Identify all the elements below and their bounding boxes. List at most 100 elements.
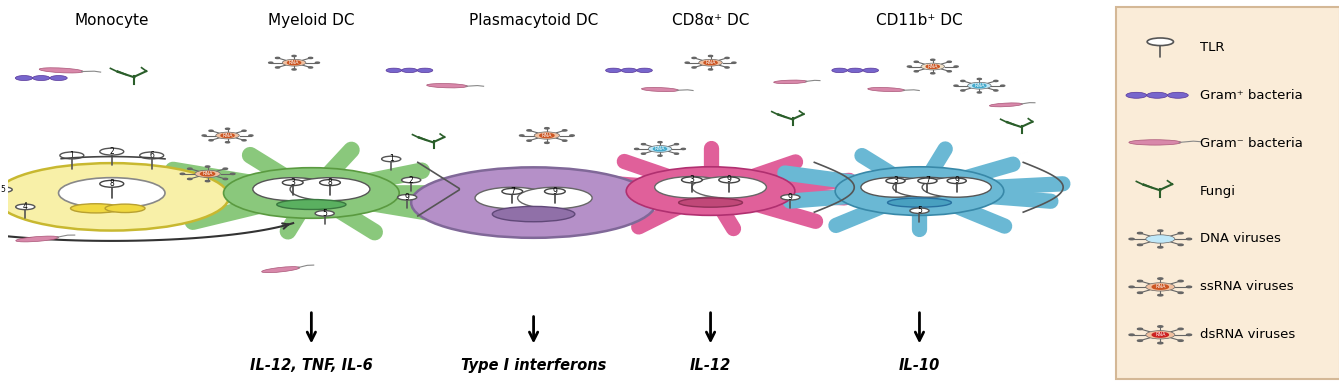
Circle shape	[563, 130, 567, 131]
Circle shape	[544, 142, 549, 144]
Circle shape	[224, 168, 228, 169]
Circle shape	[320, 179, 340, 186]
Circle shape	[977, 78, 981, 80]
Circle shape	[1178, 328, 1183, 330]
Circle shape	[16, 204, 35, 210]
Circle shape	[635, 148, 639, 149]
Circle shape	[1146, 235, 1175, 243]
Text: RNA: RNA	[1155, 332, 1166, 337]
Circle shape	[709, 55, 713, 57]
Text: ssRNA viruses: ssRNA viruses	[1201, 280, 1294, 293]
Circle shape	[1186, 238, 1191, 240]
Circle shape	[947, 61, 951, 63]
Circle shape	[636, 68, 653, 73]
Ellipse shape	[678, 198, 742, 207]
Circle shape	[99, 180, 123, 187]
Text: Gram⁻ bacteria: Gram⁻ bacteria	[1201, 137, 1302, 150]
Circle shape	[606, 68, 622, 73]
Circle shape	[781, 195, 800, 200]
Circle shape	[1147, 38, 1174, 46]
Circle shape	[308, 58, 312, 59]
Circle shape	[502, 188, 523, 195]
Circle shape	[832, 68, 847, 73]
Text: RNA: RNA	[1155, 284, 1166, 290]
Text: 8: 8	[327, 178, 332, 187]
Circle shape	[725, 67, 729, 68]
Circle shape	[1001, 85, 1005, 86]
Circle shape	[225, 128, 229, 129]
Circle shape	[544, 188, 565, 195]
Circle shape	[977, 92, 981, 93]
Circle shape	[655, 176, 729, 198]
Text: CD8α⁺ DC: CD8α⁺ DC	[671, 13, 749, 28]
Text: 7: 7	[925, 176, 930, 185]
Circle shape	[691, 58, 695, 59]
Circle shape	[15, 76, 32, 81]
Circle shape	[994, 90, 998, 91]
Circle shape	[0, 187, 12, 192]
Ellipse shape	[16, 236, 59, 242]
Ellipse shape	[642, 88, 678, 91]
Circle shape	[907, 66, 911, 67]
Circle shape	[691, 67, 695, 68]
Circle shape	[60, 152, 84, 159]
Circle shape	[268, 62, 273, 63]
Circle shape	[1126, 92, 1147, 98]
Circle shape	[622, 68, 636, 73]
Circle shape	[918, 178, 937, 184]
Circle shape	[967, 82, 992, 89]
Circle shape	[1138, 328, 1143, 330]
Circle shape	[961, 80, 965, 81]
Circle shape	[292, 69, 296, 70]
Circle shape	[249, 135, 253, 136]
Circle shape	[658, 155, 662, 156]
Circle shape	[230, 173, 234, 174]
Circle shape	[994, 80, 998, 81]
Ellipse shape	[39, 68, 83, 73]
Circle shape	[642, 153, 646, 154]
Text: Monocyte: Monocyte	[75, 13, 149, 28]
Text: CD11b⁺ DC: CD11b⁺ DC	[876, 13, 962, 28]
Circle shape	[544, 128, 549, 129]
Circle shape	[931, 73, 935, 74]
Circle shape	[1158, 278, 1163, 279]
Circle shape	[886, 178, 904, 184]
Circle shape	[283, 59, 306, 66]
Circle shape	[205, 166, 210, 167]
Ellipse shape	[1128, 140, 1181, 145]
Circle shape	[202, 135, 206, 136]
Circle shape	[1167, 92, 1189, 98]
Text: RNA: RNA	[705, 60, 716, 65]
Text: 9: 9	[954, 176, 959, 185]
Circle shape	[1158, 326, 1163, 327]
Circle shape	[59, 178, 165, 208]
Text: RNA: RNA	[655, 146, 665, 151]
Circle shape	[540, 134, 553, 137]
Circle shape	[570, 135, 575, 136]
Circle shape	[288, 61, 300, 64]
Circle shape	[1178, 292, 1183, 293]
Circle shape	[926, 64, 939, 68]
Circle shape	[931, 59, 935, 60]
Circle shape	[847, 68, 863, 73]
Circle shape	[835, 167, 1004, 215]
Circle shape	[382, 156, 401, 162]
Circle shape	[921, 63, 945, 70]
Circle shape	[139, 152, 163, 159]
Ellipse shape	[989, 103, 1022, 107]
Circle shape	[682, 177, 702, 183]
Circle shape	[276, 67, 280, 68]
Circle shape	[188, 168, 192, 169]
Text: 2: 2	[409, 176, 414, 185]
Text: 9: 9	[552, 187, 557, 196]
Circle shape	[1158, 342, 1163, 344]
Circle shape	[1178, 280, 1183, 282]
Circle shape	[1147, 92, 1167, 98]
Text: 3: 3	[892, 176, 898, 185]
Text: RNA: RNA	[541, 133, 552, 138]
Circle shape	[649, 146, 671, 152]
Circle shape	[221, 134, 234, 137]
Circle shape	[0, 163, 229, 230]
Circle shape	[402, 68, 417, 73]
Circle shape	[194, 170, 220, 178]
